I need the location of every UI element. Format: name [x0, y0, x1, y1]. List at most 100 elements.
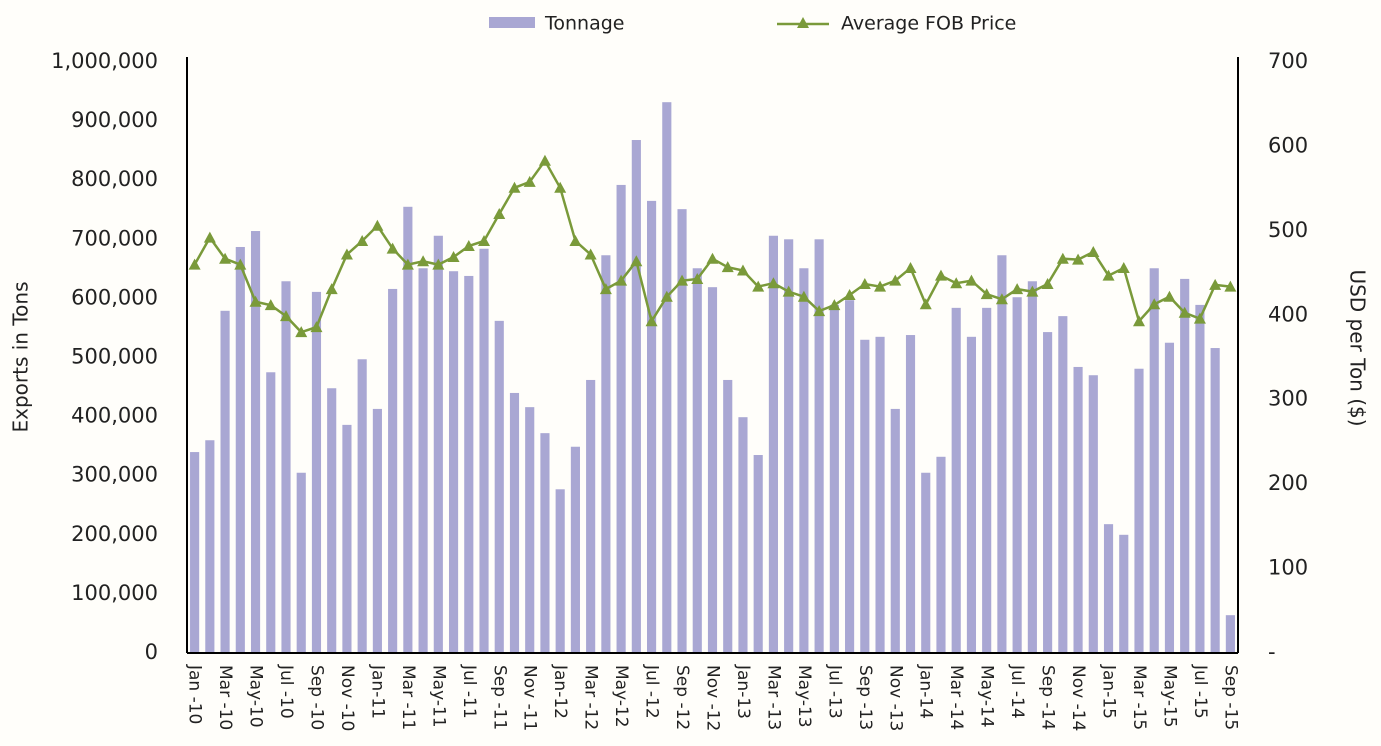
x-tick-label: Jan -10 [185, 664, 205, 724]
y2-tick-label: 200 [1268, 471, 1308, 495]
marker [874, 280, 887, 292]
bar [784, 239, 794, 654]
legend-label: Tonnage [544, 13, 624, 35]
legend-swatch [797, 17, 809, 28]
y-tick-label: 0 [145, 640, 158, 664]
bar [966, 336, 977, 653]
bar [662, 102, 672, 654]
x-tick-label: May-12 [611, 665, 631, 728]
marker [858, 278, 871, 290]
bar [753, 455, 763, 653]
bar [1058, 316, 1068, 653]
marker [980, 288, 993, 300]
marker [401, 258, 414, 270]
marker [493, 207, 506, 219]
y2-tick-label: 700 [1268, 49, 1308, 73]
bar [448, 271, 459, 653]
marker [1011, 283, 1024, 295]
marker [1163, 290, 1176, 302]
marker [904, 262, 917, 274]
marker [523, 175, 536, 187]
marker [889, 274, 902, 286]
marker [813, 305, 826, 317]
y-tick-label: 800,000 [71, 167, 158, 191]
bar [1225, 615, 1235, 653]
bar [220, 310, 230, 653]
bar [250, 231, 261, 653]
x-tick-label: Nov -13 [885, 665, 905, 731]
marker [995, 293, 1008, 305]
marker [295, 326, 308, 338]
marker [782, 285, 795, 297]
marker [965, 274, 978, 286]
marker [736, 264, 749, 276]
marker [1209, 278, 1222, 290]
marker [630, 255, 643, 267]
bar [616, 184, 626, 654]
bar [738, 417, 748, 653]
bar [281, 281, 291, 653]
bar [205, 440, 215, 653]
x-tick-label: May-10 [246, 665, 266, 728]
x-tick-label: Sep -12 [672, 665, 692, 730]
bar [982, 307, 992, 653]
legend-label: Average FOB Price [841, 13, 1016, 35]
bar [905, 335, 916, 653]
marker [660, 290, 673, 302]
marker [234, 258, 247, 270]
marker [797, 290, 810, 302]
x-tick-label: Mar -14 [946, 665, 966, 730]
marker [676, 274, 689, 286]
bar [342, 424, 352, 653]
bar [509, 392, 520, 653]
bar [829, 304, 839, 653]
bar [235, 246, 245, 653]
bar [1149, 268, 1159, 653]
bar [936, 456, 946, 653]
y2-tick-label: 600 [1268, 133, 1308, 157]
x-tick-label: Jul -10 [276, 664, 296, 719]
marker [706, 252, 719, 264]
y2-axis-label: USD per Ton ($) [1346, 269, 1370, 426]
y-axis-label: Exports in Tons [9, 282, 33, 433]
marker [828, 299, 841, 311]
marker [356, 234, 369, 246]
bar [997, 255, 1007, 653]
marker [1072, 253, 1085, 265]
marker [219, 252, 232, 264]
bar [525, 407, 535, 653]
marker [721, 261, 734, 273]
y-tick-label: 1,000,000 [51, 49, 158, 73]
marker [371, 219, 384, 231]
x-tick-label: Jan-15 [1099, 664, 1119, 719]
y-tick-label: 300,000 [71, 463, 158, 487]
marker [919, 298, 932, 310]
bar [692, 268, 702, 653]
bar [479, 248, 489, 654]
y2-tick-label: - [1268, 640, 1276, 664]
x-tick-label: Jul -14 [1007, 664, 1027, 719]
x-tick-label: May-14 [977, 665, 997, 728]
x-tick-label: Jul -15 [1190, 664, 1210, 719]
y-tick-label: 500,000 [71, 345, 158, 369]
y2-tick-label: 400 [1268, 302, 1308, 326]
y-tick-label: 200,000 [71, 522, 158, 546]
bar [707, 287, 718, 653]
bar [372, 408, 382, 653]
bar [327, 388, 337, 653]
bar [311, 291, 322, 653]
marker [447, 251, 460, 263]
marker [1178, 306, 1191, 318]
y2-tick-label: 100 [1268, 556, 1308, 580]
x-tick-label: Nov -14 [1068, 665, 1088, 731]
marker [843, 289, 856, 301]
x-tick-label: Nov -12 [703, 665, 723, 731]
x-tick-label: Jul -11 [459, 664, 479, 719]
bar [418, 268, 428, 653]
x-tick-label: Nov -11 [520, 665, 540, 731]
legend-swatch [489, 17, 535, 28]
marker [1148, 298, 1161, 310]
bar [1119, 534, 1129, 653]
x-tick-label: Mar -11 [398, 665, 418, 730]
